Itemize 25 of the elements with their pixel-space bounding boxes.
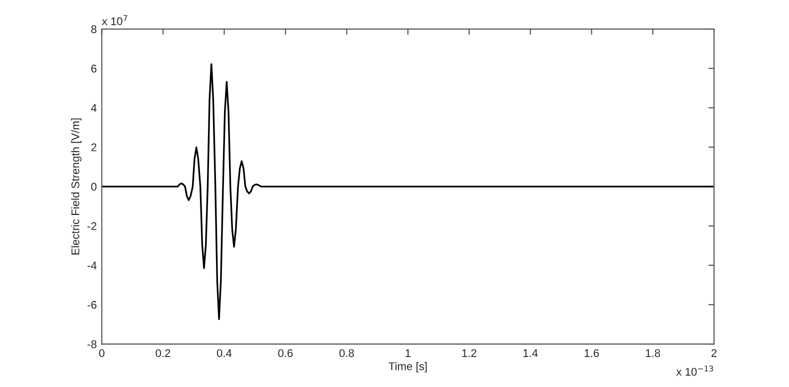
x-tick-label: 1.2	[462, 349, 476, 357]
x-tick-label: 0.8	[339, 349, 354, 358]
x-tick-label: 0	[99, 349, 104, 358]
y-tick-label: 8	[91, 25, 96, 34]
text: x 10$^{7}$	[102, 15, 128, 26]
y-tick-label: 4	[90, 104, 97, 112]
x-tick-label: 1.8	[646, 349, 660, 358]
x-tick-label: 1.6	[584, 349, 599, 358]
y-tick-label: 2	[91, 143, 96, 152]
y-tick-label: -8	[88, 340, 96, 348]
x-tick-label: 0.2	[156, 349, 170, 358]
text: x 10$^{−13}$	[676, 366, 714, 376]
x-tick-label: 0.6	[278, 349, 293, 358]
x-tick-label: 1	[406, 349, 410, 357]
x-axis-title: Time [s]	[388, 362, 427, 372]
y-tick-label: -6	[88, 300, 96, 309]
y-tick-label: -2	[88, 222, 96, 230]
y-axis-title: Electric Field Strength [V/m]	[71, 118, 82, 254]
y-tick-label: -4	[88, 262, 97, 270]
x-tick-label: 2	[712, 349, 717, 357]
y-tick-label: 0	[91, 182, 96, 191]
x-tick-label: 1.4	[523, 349, 538, 357]
x-tick-label: 0.4	[216, 349, 232, 358]
line-series	[102, 63, 714, 320]
y-tick-label: 6	[91, 64, 96, 73]
